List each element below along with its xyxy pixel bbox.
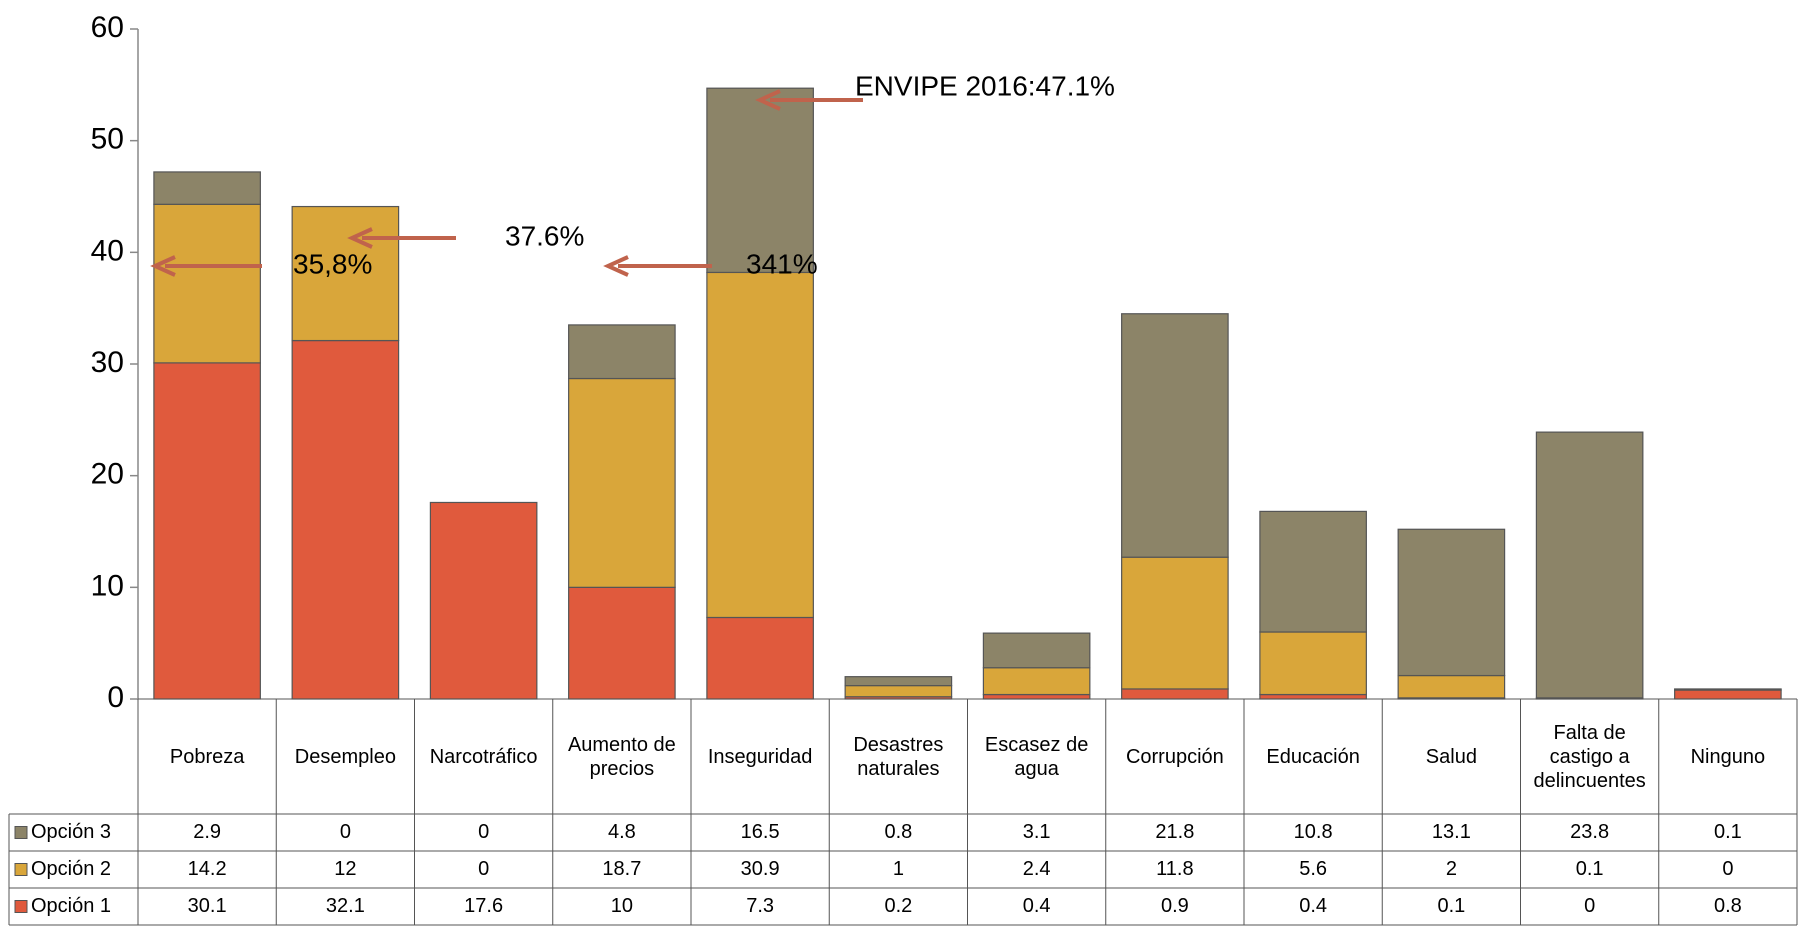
table-value: 4.8: [608, 821, 636, 843]
annotation: 37.6%: [505, 220, 584, 251]
table-value: 13.1: [1432, 821, 1471, 843]
x-tick-label: Desastres naturales: [829, 699, 967, 814]
bar-segment: [1398, 529, 1504, 675]
table-value: 0: [478, 821, 489, 843]
bar-segment: [983, 633, 1089, 668]
table-value: 1: [893, 858, 904, 880]
x-tick-label: Falta de castigo a delincuentes: [1521, 699, 1659, 814]
table-value: 0.8: [884, 821, 912, 843]
x-tick-label: Narcotráfico: [415, 699, 553, 814]
table-value: 0.1: [1437, 895, 1465, 917]
legend-label: Opción 3: [31, 821, 111, 843]
chart: 0102030405060Opción 130.132.117.6107.30.…: [0, 0, 1800, 943]
table-value: 0.1: [1576, 858, 1604, 880]
bar-segment: [569, 325, 675, 379]
bar-segment: [154, 172, 260, 204]
x-tick-label: Ninguno: [1659, 699, 1797, 814]
bar-segment: [707, 617, 813, 699]
table-value: 0.8: [1714, 895, 1742, 917]
table-value: 30.1: [188, 895, 227, 917]
table-value: 2.9: [193, 821, 221, 843]
annotation: 35,8%: [293, 248, 372, 279]
annotation: ENVIPE 2016:47.1%: [855, 70, 1115, 101]
x-tick-label: Desempleo: [276, 699, 414, 814]
bar-segment: [1122, 689, 1228, 699]
legend-label: Opción 2: [31, 858, 111, 880]
bar-segment: [154, 363, 260, 699]
bar-segment: [569, 379, 675, 588]
y-tick-label: 0: [107, 681, 124, 714]
x-tick-label: Escasez de agua: [968, 699, 1106, 814]
table-value: 0: [340, 821, 351, 843]
bar-segment: [569, 587, 675, 699]
y-tick-label: 20: [91, 458, 124, 491]
x-tick-label: Educación: [1244, 699, 1382, 814]
table-value: 21.8: [1155, 821, 1194, 843]
x-tick-label: Inseguridad: [691, 699, 829, 814]
table-value: 23.8: [1570, 821, 1609, 843]
table-value: 16.5: [741, 821, 780, 843]
bar-segment: [154, 204, 260, 363]
bar-segment: [1675, 690, 1781, 699]
bar-segment: [1398, 676, 1504, 698]
annotation: 341%: [746, 248, 818, 279]
y-tick-label: 50: [91, 123, 124, 156]
table-value: 17.6: [464, 895, 503, 917]
table-value: 0: [478, 858, 489, 880]
bar-segment: [845, 677, 951, 686]
bar-segment: [1260, 511, 1366, 632]
table-value: 18.7: [602, 858, 641, 880]
y-tick-label: 30: [91, 346, 124, 379]
bar-segment: [1122, 557, 1228, 689]
table-value: 12: [334, 858, 356, 880]
table-value: 7.3: [746, 895, 774, 917]
y-tick-label: 40: [91, 234, 124, 267]
y-tick-label: 10: [91, 569, 124, 602]
bar-segment: [707, 272, 813, 617]
bar-segment: [1536, 432, 1642, 698]
table-value: 0.2: [884, 895, 912, 917]
table-value: 11.8: [1156, 858, 1193, 880]
table-value: 10: [611, 895, 633, 917]
bar-segment: [430, 502, 536, 699]
x-tick-label: Pobreza: [138, 699, 276, 814]
table-value: 0: [1722, 858, 1733, 880]
legend-swatch: [15, 901, 27, 913]
table-value: 2: [1446, 858, 1457, 880]
table-value: 0.4: [1299, 895, 1327, 917]
bar-segment: [983, 668, 1089, 695]
bar-segment: [1675, 689, 1781, 690]
bar-segment: [292, 341, 398, 699]
x-tick-label: Aumento de precios: [553, 699, 691, 814]
table-value: 0.4: [1023, 895, 1051, 917]
table-value: 5.6: [1299, 858, 1327, 880]
table-value: 10.8: [1294, 821, 1333, 843]
table-value: 3.1: [1023, 821, 1051, 843]
bar-segment: [1122, 314, 1228, 557]
x-tick-label: Corrupción: [1106, 699, 1244, 814]
legend-label: Opción 1: [31, 895, 111, 917]
table-value: 32.1: [326, 895, 365, 917]
legend-swatch: [15, 827, 27, 839]
table-value: 0.1: [1714, 821, 1742, 843]
legend-swatch: [15, 864, 27, 876]
table-value: 0.9: [1161, 895, 1189, 917]
table-value: 2.4: [1023, 858, 1051, 880]
table-value: 14.2: [188, 858, 227, 880]
x-tick-label: Salud: [1382, 699, 1520, 814]
bar-segment: [707, 88, 813, 272]
bar-segment: [845, 686, 951, 697]
table-value: 30.9: [741, 858, 780, 880]
table-value: 0: [1584, 895, 1595, 917]
bar-segment: [1260, 632, 1366, 695]
y-tick-label: 60: [91, 11, 124, 44]
